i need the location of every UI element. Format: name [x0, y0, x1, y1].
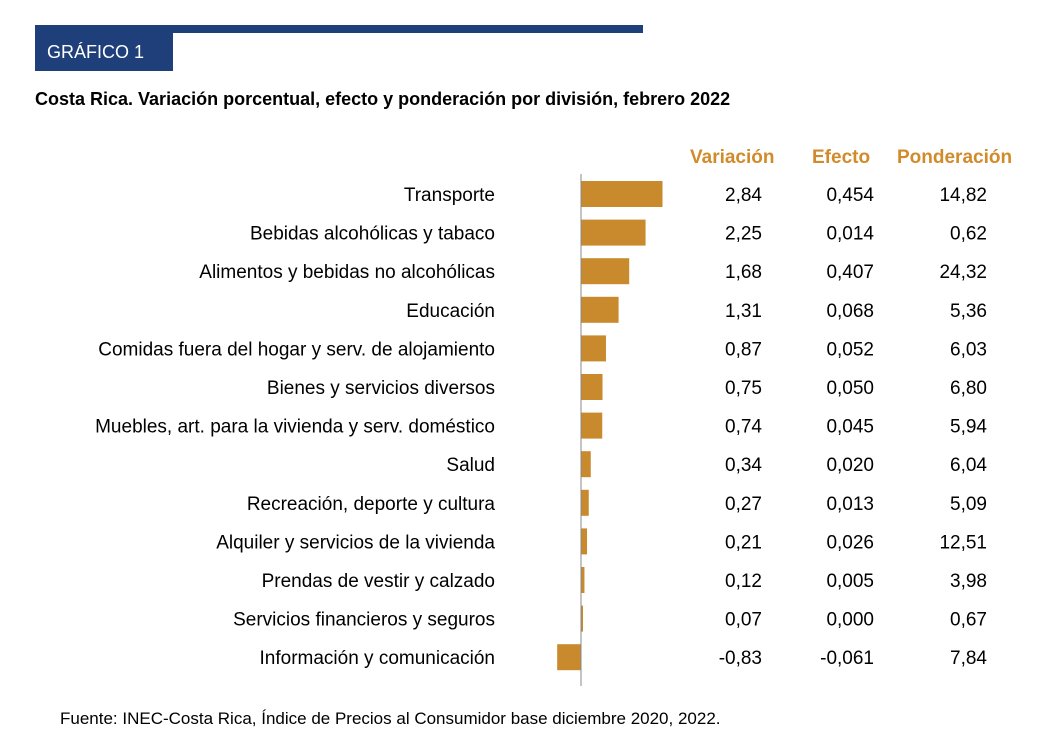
efecto-value: 0,454	[826, 185, 874, 206]
efecto-value: 0,045	[826, 417, 874, 438]
category-label: Bienes y servicios diversos	[267, 378, 495, 399]
efecto-value: 0,050	[826, 378, 874, 399]
efecto-value: 0,052	[826, 339, 874, 360]
variacion-value: 0,74	[725, 417, 762, 438]
variacion-value: 0,07	[725, 610, 762, 631]
bar	[581, 335, 606, 362]
ponderacion-value: 6,80	[950, 378, 987, 399]
category-label: Alquiler y servicios de la vivienda	[216, 532, 495, 553]
category-label: Alimentos y bebidas no alcohólicas	[199, 262, 495, 283]
ponderacion-value: 12,51	[939, 532, 987, 553]
source-note: Fuente: INEC-Costa Rica, Índice de Preci…	[60, 709, 721, 728]
efecto-value: 0,068	[826, 301, 874, 322]
variacion-value: 2,25	[725, 224, 762, 245]
ponderacion-value: 0,67	[950, 610, 987, 631]
bar	[581, 374, 603, 400]
category-label: Recreación, deporte y cultura	[247, 494, 496, 515]
category-label: Comidas fuera del hogar y serv. de aloja…	[98, 339, 495, 360]
chart-badge: GRÁFICO 1	[35, 33, 173, 71]
bar	[581, 412, 603, 439]
efecto-value: 0,407	[826, 262, 874, 283]
variacion-value: 0,27	[725, 494, 762, 515]
variacion-value: 1,31	[725, 301, 762, 322]
category-label: Educación	[406, 301, 495, 322]
ponderacion-value: 5,94	[950, 417, 987, 438]
bar	[581, 528, 588, 555]
chart-title: Costa Rica. Variación porcentual, efecto…	[35, 89, 731, 109]
category-label: Información y comunicación	[260, 648, 496, 669]
efecto-value: 0,014	[826, 224, 874, 245]
ponderacion-value: 6,04	[950, 455, 987, 476]
header-ponderacion: Ponderación	[897, 147, 1013, 168]
efecto-value: 0,013	[826, 494, 874, 515]
variacion-value: 0,87	[725, 339, 762, 360]
bar	[581, 296, 619, 323]
category-label: Prendas de vestir y calzado	[262, 571, 495, 592]
efecto-value: 0,026	[826, 532, 874, 553]
variacion-value: 2,84	[725, 185, 762, 206]
bar	[557, 644, 581, 671]
category-label: Bebidas alcohólicas y tabaco	[250, 224, 495, 245]
category-label: Salud	[446, 455, 495, 476]
header-efecto: Efecto	[812, 147, 871, 168]
variacion-value: 0,34	[725, 455, 762, 476]
ponderacion-value: 0,62	[950, 224, 987, 245]
bar	[581, 181, 663, 207]
variacion-value: 1,68	[725, 262, 762, 283]
ponderacion-value: 24,32	[939, 262, 987, 283]
ponderacion-value: 7,84	[950, 648, 987, 669]
title-rule	[35, 25, 643, 33]
variacion-value: 0,12	[725, 571, 762, 592]
variacion-value: 0,75	[725, 378, 762, 399]
variacion-value: 0,21	[725, 532, 762, 553]
category-label: Transporte	[404, 185, 495, 206]
bar	[581, 605, 584, 632]
efecto-value: -0,061	[820, 648, 874, 669]
ponderacion-value: 6,03	[950, 339, 987, 360]
bar	[581, 451, 591, 478]
ponderacion-value: 14,82	[939, 185, 987, 206]
efecto-value: 0,020	[826, 455, 874, 476]
category-label: Servicios financieros y seguros	[233, 610, 495, 631]
efecto-value: 0,005	[826, 571, 874, 592]
ponderacion-value: 5,09	[950, 494, 987, 515]
bar	[581, 258, 630, 285]
category-label: Muebles, art. para la vivienda y serv. d…	[95, 417, 495, 438]
ponderacion-value: 5,36	[950, 301, 987, 322]
efecto-value: 0,000	[826, 610, 874, 631]
bar	[581, 567, 585, 593]
bar	[581, 489, 589, 516]
bar	[581, 219, 646, 246]
variacion-value: -0,83	[719, 648, 762, 669]
header-variacion: Variación	[690, 147, 775, 168]
ponderacion-value: 3,98	[950, 571, 987, 592]
